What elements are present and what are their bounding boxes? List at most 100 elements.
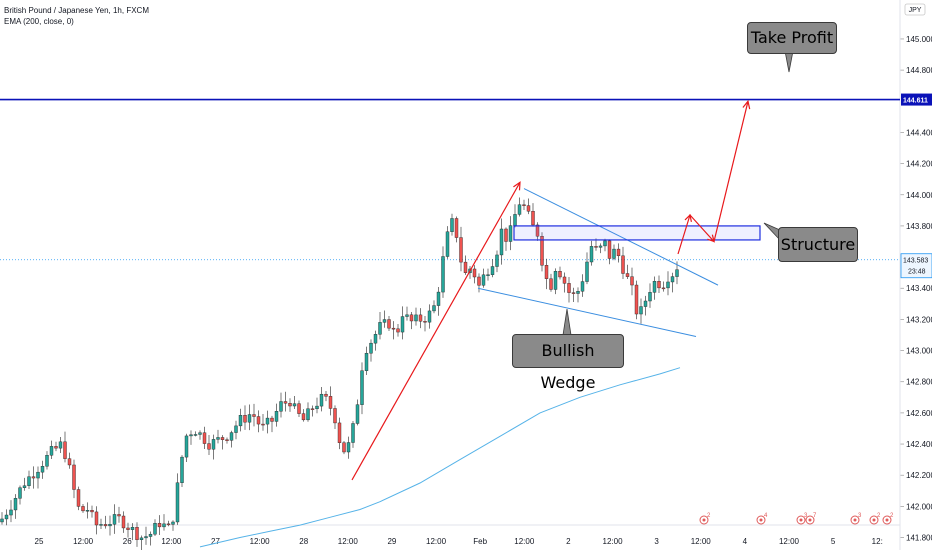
candle-body: [612, 248, 616, 259]
candle-body: [387, 319, 391, 329]
candle-body: [517, 204, 522, 215]
candle-body: [576, 291, 580, 294]
candle-body: [558, 271, 562, 278]
candle-body: [355, 404, 360, 424]
x-tick-label: 12:00: [514, 537, 535, 546]
candle-body: [400, 316, 405, 333]
symbol-line[interactable]: British Pound / Japanese Yen, 1h, FXCM: [4, 6, 149, 15]
candle-body: [306, 408, 310, 421]
candle-body: [427, 310, 432, 323]
candle-body: [108, 524, 112, 527]
wedge-lower-line: [477, 287, 697, 338]
economic-event-dot: [702, 518, 706, 522]
candle-body: [481, 274, 486, 286]
candle-body: [535, 224, 540, 237]
candle-body: [297, 403, 301, 414]
bullish-wedge-label: Bullish Wedge: [540, 341, 596, 392]
candle-body: [220, 437, 225, 440]
x-tick-label: 26: [123, 537, 132, 546]
candle-body: [423, 321, 427, 323]
x-tick-label: 12:00: [603, 537, 624, 546]
candle-body: [436, 291, 441, 306]
candle-body: [373, 334, 378, 344]
candle-body: [157, 523, 162, 528]
candle-body: [184, 435, 189, 458]
candle-body: [229, 432, 234, 441]
candle-body: [369, 342, 373, 354]
candle-body: [126, 527, 130, 530]
candle-body: [477, 276, 481, 286]
x-tick-label: 12:00: [426, 537, 447, 546]
x-tick-label: 12:00: [691, 537, 712, 546]
candle-body: [490, 266, 495, 275]
target-price-label: 144.611: [903, 98, 928, 105]
y-tick-label: 142.800: [906, 378, 932, 387]
candle-body: [598, 245, 603, 248]
ema-line: [199, 367, 681, 548]
y-tick-label: 143.200: [906, 315, 932, 324]
candle-body: [409, 314, 414, 322]
candle-body: [351, 423, 355, 443]
candle-body: [396, 328, 400, 333]
indicator-line[interactable]: EMA (200, close, 0): [4, 17, 74, 26]
x-tick-label: 12:00: [250, 537, 271, 546]
x-tick-label: 27: [211, 537, 220, 546]
economic-event-dot: [853, 518, 857, 522]
candle-body: [405, 314, 409, 317]
candle-body: [189, 434, 193, 437]
candle-body: [247, 414, 252, 423]
candle-body: [562, 276, 567, 284]
candle-body: [256, 416, 261, 425]
candle-body: [274, 411, 279, 422]
candle-body: [324, 393, 328, 397]
candle-body: [571, 292, 576, 294]
candle-body: [315, 405, 319, 410]
candle-body: [54, 446, 58, 449]
x-tick-label: 3: [654, 537, 659, 546]
candle-body: [243, 415, 247, 423]
candle-body: [234, 425, 238, 433]
economic-event-count: 2: [890, 513, 894, 519]
candle-body: [99, 524, 103, 526]
economic-event-dot: [885, 518, 889, 522]
y-tick-label: 142.000: [906, 502, 932, 511]
candle-body: [238, 415, 243, 427]
candle-body: [279, 401, 283, 412]
economic-event-dot: [872, 518, 876, 522]
candle-body: [261, 423, 265, 426]
y-tick-label: 141.800: [906, 534, 932, 543]
candle-body: [135, 526, 139, 540]
candle-body: [603, 240, 607, 247]
y-tick-label: 145.000: [906, 35, 932, 44]
candle-body: [319, 393, 324, 407]
economic-event-count: 4: [764, 513, 768, 519]
candle-body: [198, 432, 202, 435]
candle-body: [63, 441, 67, 459]
candle-body: [342, 442, 346, 453]
x-tick-label: 12:: [872, 537, 883, 546]
economic-event-dot: [808, 518, 812, 522]
projection-arrow-path: [351, 182, 521, 481]
y-tick-label: 144.200: [906, 160, 932, 169]
candle-body: [27, 476, 31, 486]
candle-body: [180, 456, 184, 483]
candle-body: [382, 319, 387, 323]
bullish-wedge-callout: Bullish Wedge: [512, 334, 624, 392]
candle-body: [504, 228, 508, 242]
x-tick-label: 25: [35, 537, 44, 546]
candle-body: [328, 396, 333, 409]
candle-body: [643, 300, 648, 307]
candle-body: [265, 417, 270, 425]
candle-body: [567, 283, 571, 293]
x-tick-label: 12:00: [779, 537, 800, 546]
candle-body: [621, 255, 625, 274]
candle-body: [94, 511, 99, 526]
candle-body: [445, 231, 450, 257]
economic-event-count: 2: [877, 513, 881, 519]
candle-body: [418, 314, 423, 322]
economic-event-count: 2: [707, 513, 711, 519]
candle-body: [283, 401, 288, 404]
y-tick-label: 144.400: [906, 128, 932, 137]
